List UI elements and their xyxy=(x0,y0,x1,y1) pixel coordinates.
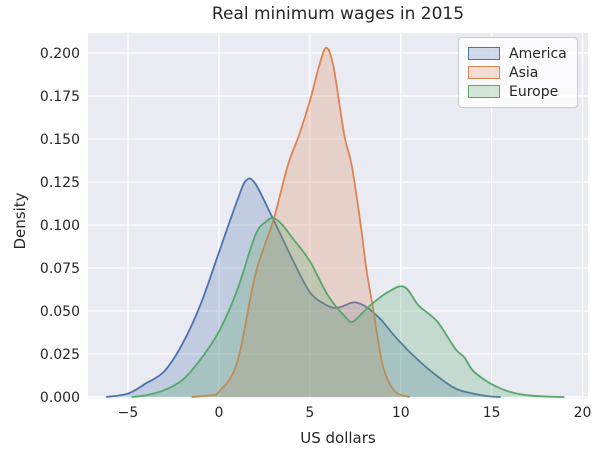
y-tick-label: 0.025 xyxy=(40,347,80,363)
y-axis-label: Density xyxy=(11,192,29,250)
kde-fill-europe xyxy=(131,217,565,397)
tick-labels: −5 0 5 10 15 20 0.000 0.025 0.050 0.075 0.100 0.125… xyxy=(40,46,592,421)
x-tick-label: −5 xyxy=(118,405,139,421)
legend-label: Asia xyxy=(509,64,539,81)
legend-label: Europe xyxy=(509,83,559,100)
kde-curves xyxy=(106,46,565,398)
legend-swatch-america xyxy=(468,47,500,60)
y-tick-label: 0.125 xyxy=(40,175,80,191)
y-tick-label: 0.075 xyxy=(40,261,80,277)
legend-swatch-asia xyxy=(468,66,500,79)
legend-label: America xyxy=(509,45,567,62)
kde-curve-asia xyxy=(191,46,411,398)
x-tick-label: 5 xyxy=(305,405,314,421)
kde-curve-europe xyxy=(131,217,565,398)
legend-swatch-europe xyxy=(468,85,500,98)
y-tick-label: 0.000 xyxy=(40,390,80,406)
y-tick-label: 0.100 xyxy=(40,218,80,234)
kde-fill-america xyxy=(106,178,501,397)
kde-fill-asia xyxy=(191,47,410,398)
x-axis-label: US dollars xyxy=(300,429,376,447)
kde-curve-america xyxy=(106,177,501,398)
y-tick-label: 0.050 xyxy=(40,304,80,320)
chart-title: Real minimum wages in 2015 xyxy=(211,4,465,24)
x-tick-label: 10 xyxy=(392,405,410,421)
legend: America Asia Europe xyxy=(458,37,578,108)
x-tick-label: 15 xyxy=(483,405,501,421)
x-tick-label: 20 xyxy=(574,405,592,421)
y-tick-label: 0.200 xyxy=(40,46,80,62)
y-tick-label: 0.175 xyxy=(40,89,80,105)
legend-item-asia: Asia xyxy=(468,63,567,82)
x-tick-label: 0 xyxy=(214,405,223,421)
legend-item-america: America xyxy=(468,44,567,63)
y-tick-label: 0.150 xyxy=(40,132,80,148)
legend-item-europe: Europe xyxy=(468,82,567,101)
